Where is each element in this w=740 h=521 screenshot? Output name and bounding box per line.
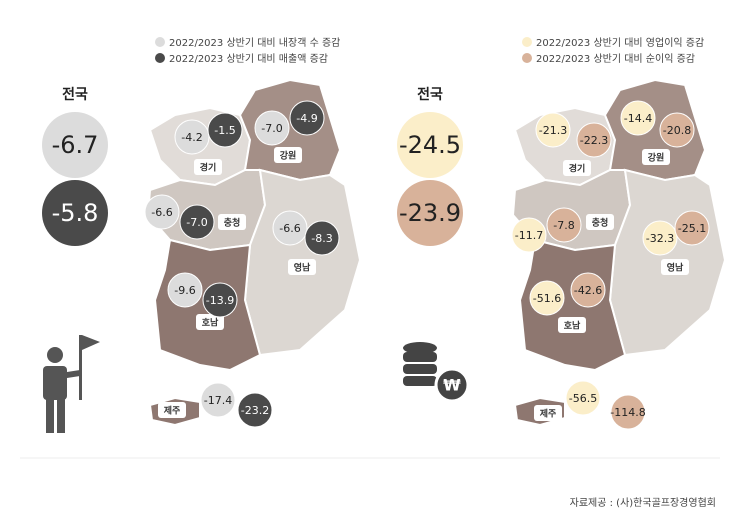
region-name: 제주 bbox=[540, 408, 557, 420]
region-tag bbox=[563, 160, 591, 176]
region-tag bbox=[196, 314, 224, 330]
region-name: 충청 bbox=[592, 217, 609, 229]
region-bubble bbox=[576, 122, 612, 158]
region-tag bbox=[158, 402, 186, 418]
region-bubble bbox=[610, 394, 646, 430]
region-name: 호남 bbox=[202, 317, 219, 329]
region-value: -42.6 bbox=[574, 284, 602, 297]
svg-text:₩: ₩ bbox=[443, 376, 461, 395]
region-tag bbox=[288, 259, 316, 275]
legend-dot bbox=[155, 37, 165, 47]
region-value: -32.3 bbox=[646, 232, 674, 245]
legend-label: 2022/2023 상반기 대비 내장객 수 증감 bbox=[169, 37, 340, 49]
region-tag bbox=[586, 214, 614, 230]
region-bubble bbox=[642, 220, 678, 256]
region-value: -14.4 bbox=[624, 112, 652, 125]
region-tag bbox=[642, 149, 670, 165]
region-bubble bbox=[144, 194, 180, 230]
region-name: 충청 bbox=[224, 217, 241, 229]
legend-label: 2022/2023 상반기 대비 순이익 증감 bbox=[536, 53, 695, 65]
region-tag bbox=[534, 405, 562, 421]
region-value: -7.8 bbox=[553, 219, 574, 232]
region-value: -9.6 bbox=[174, 284, 195, 297]
national-value: -6.7 bbox=[52, 131, 99, 159]
region-bubble bbox=[202, 282, 238, 318]
national-title: 전국 bbox=[417, 86, 443, 103]
national-bubble bbox=[397, 180, 463, 246]
region-value: -4.9 bbox=[296, 112, 317, 125]
region-value: -1.5 bbox=[214, 124, 235, 137]
coin-icon: ₩ bbox=[403, 342, 470, 403]
region-bubble bbox=[659, 112, 695, 148]
region-value: -22.3 bbox=[580, 134, 608, 147]
national-value: -5.8 bbox=[52, 199, 99, 227]
region-value: -7.0 bbox=[186, 216, 207, 229]
region-name: 영남 bbox=[294, 262, 311, 274]
region-bubble bbox=[237, 392, 273, 428]
region-tag bbox=[274, 147, 302, 163]
legend-label: 2022/2023 상반기 대비 매출액 증감 bbox=[169, 53, 328, 65]
national-bubble bbox=[42, 112, 108, 178]
national-value: -24.5 bbox=[399, 131, 461, 159]
region-value: -13.9 bbox=[206, 294, 234, 307]
source: 자료제공 : (사)한국골프장경영협회 bbox=[570, 496, 716, 509]
region-value: -7.0 bbox=[261, 122, 282, 135]
region-value: -6.6 bbox=[151, 206, 172, 219]
region-value: -20.8 bbox=[663, 124, 691, 137]
legend-dot bbox=[155, 53, 165, 63]
golfer-icon bbox=[43, 335, 100, 433]
region-name: 경기 bbox=[200, 162, 217, 174]
region-bubble bbox=[207, 112, 243, 148]
region-tag bbox=[194, 159, 222, 175]
region-name: 제주 bbox=[164, 405, 181, 417]
region-value: -51.6 bbox=[533, 292, 561, 305]
region-bubble bbox=[304, 220, 340, 256]
region-value: -11.7 bbox=[515, 229, 543, 242]
region-value: -6.6 bbox=[279, 222, 300, 235]
region-bubble bbox=[535, 112, 571, 148]
region-bubble bbox=[289, 100, 325, 136]
national-bubble bbox=[397, 112, 463, 178]
national-bubble bbox=[42, 180, 108, 246]
region-value: -114.8 bbox=[610, 406, 645, 419]
region-name: 강원 bbox=[280, 150, 297, 162]
region-value: -4.2 bbox=[181, 131, 202, 144]
region-value: -21.3 bbox=[539, 124, 567, 137]
region-bubble bbox=[511, 217, 547, 253]
region-name: 영남 bbox=[667, 262, 684, 274]
region-name: 경기 bbox=[569, 163, 586, 175]
region-tag bbox=[661, 259, 689, 275]
region-bubble bbox=[167, 272, 203, 308]
legend-dot bbox=[522, 53, 532, 63]
region-bubble bbox=[200, 382, 236, 418]
legend-label: 2022/2023 상반기 대비 영업이익 증감 bbox=[536, 36, 704, 49]
region-tag bbox=[218, 214, 246, 230]
region-bubble bbox=[546, 207, 582, 243]
region-value: -17.4 bbox=[204, 394, 232, 407]
region-tag bbox=[558, 317, 586, 333]
region-bubble bbox=[272, 210, 308, 246]
region-bubble bbox=[570, 272, 606, 308]
region-value: -56.5 bbox=[569, 392, 597, 405]
region-bubble bbox=[529, 280, 565, 316]
legend-dot bbox=[522, 37, 532, 47]
national-value: -23.9 bbox=[399, 199, 461, 227]
region-value: -8.3 bbox=[311, 232, 332, 245]
region-bubble bbox=[179, 204, 215, 240]
region-value: -23.2 bbox=[241, 404, 269, 417]
region-name: 강원 bbox=[648, 152, 665, 164]
region-bubble bbox=[674, 210, 710, 246]
region-value: -25.1 bbox=[678, 222, 706, 235]
national-title: 전국 bbox=[62, 86, 88, 103]
region-bubble bbox=[254, 110, 290, 146]
region-bubble bbox=[565, 380, 601, 416]
region-name: 호남 bbox=[564, 320, 581, 332]
region-bubble bbox=[620, 100, 656, 136]
